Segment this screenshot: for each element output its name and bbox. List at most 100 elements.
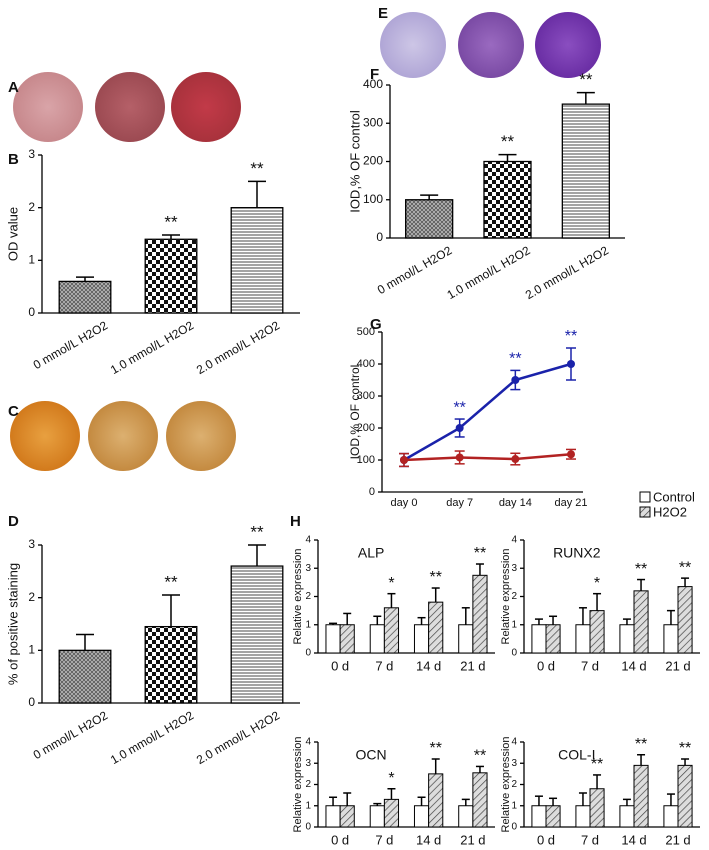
bar	[428, 601, 444, 654]
bar	[405, 199, 454, 239]
bar	[589, 610, 605, 654]
stain-image	[380, 12, 446, 78]
point	[511, 376, 520, 384]
stain-image	[10, 401, 80, 471]
stain-image	[166, 401, 236, 471]
significance: **	[591, 756, 603, 773]
bar	[531, 805, 547, 828]
x-tick-label: 2.0 mmol/L H2O2	[194, 708, 282, 767]
significance: **	[635, 561, 647, 578]
x-tick-label: 1.0 mmol/L H2O2	[108, 318, 196, 377]
x-tick-label: day 0	[391, 497, 418, 509]
x-tick-label: 21 d	[460, 832, 485, 847]
bar	[413, 805, 430, 828]
significance: **	[429, 740, 441, 757]
x-tick-label: 7 d	[581, 832, 599, 847]
significance: **	[453, 399, 465, 416]
panel-label: D	[8, 513, 19, 530]
bar	[144, 238, 198, 314]
y-tick-label: 0	[511, 822, 517, 833]
y-tick-label: 100	[363, 192, 383, 206]
y-tick-label: 400	[357, 358, 375, 370]
y-tick-label: 4	[511, 535, 517, 546]
y-tick-label: 100	[357, 454, 375, 466]
point	[400, 456, 408, 464]
y-tick-label: 2	[305, 779, 311, 790]
legend-swatch	[639, 506, 651, 518]
x-tick-label: 0 d	[331, 658, 349, 673]
panel-label: H	[290, 513, 301, 530]
stain-image	[171, 72, 241, 142]
bar	[677, 764, 693, 828]
legend-label: H2O2	[653, 504, 687, 519]
significance: **	[164, 213, 178, 232]
y-tick-label: 1	[305, 619, 311, 630]
y-tick-label: 0	[28, 695, 35, 709]
x-tick-label: 7 d	[375, 832, 393, 847]
bar	[339, 805, 355, 828]
y-tick-label: 1	[28, 253, 35, 267]
bar	[458, 624, 474, 654]
stain-image	[88, 401, 158, 471]
x-tick-label: 14 d	[416, 658, 441, 673]
significance: *	[388, 575, 394, 592]
panel-label: F	[370, 66, 379, 83]
x-tick-label: 1.0 mmol/L H2O2	[445, 243, 533, 302]
chart-title: OCN	[356, 747, 387, 763]
bar	[369, 805, 385, 828]
x-tick-label: 14 d	[416, 832, 441, 847]
x-tick-label: 21 d	[460, 658, 485, 673]
panel-label: B	[8, 151, 19, 168]
point	[511, 455, 520, 464]
y-tick-label: 500	[357, 326, 375, 338]
x-tick-label: 2.0 mmol/L H2O2	[194, 318, 282, 377]
bar	[339, 624, 355, 654]
significance: *	[594, 575, 600, 592]
y-axis-label: Relative expression	[292, 737, 304, 833]
x-tick-label: 0 d	[537, 658, 555, 673]
point	[567, 360, 575, 368]
y-tick-label: 2	[511, 591, 517, 602]
bar	[58, 280, 112, 314]
x-tick-label: 14 d	[621, 658, 646, 673]
bar	[633, 590, 649, 654]
legend-swatch	[639, 491, 651, 503]
y-tick-label: 0	[369, 486, 375, 498]
significance: **	[509, 351, 521, 368]
bar	[483, 160, 532, 239]
panel-label: C	[8, 403, 19, 420]
significance: **	[679, 740, 691, 757]
y-tick-label: 0	[305, 822, 311, 833]
y-tick-label: 200	[357, 422, 375, 434]
panel-label: A	[8, 79, 19, 96]
stain-image	[458, 12, 524, 78]
y-tick-label: 3	[305, 758, 311, 769]
bar	[472, 772, 488, 828]
bar	[663, 805, 679, 828]
y-tick-label: 4	[305, 535, 311, 546]
bar	[677, 586, 693, 654]
legend-label: Control	[653, 489, 695, 504]
bar	[383, 607, 400, 654]
y-tick-label: 2	[511, 779, 517, 790]
chart-title: ALP	[358, 545, 384, 561]
line	[403, 362, 572, 462]
bar	[633, 764, 649, 828]
y-axis-label: IOD,% OF control	[347, 110, 362, 213]
y-tick-label: 2	[28, 590, 35, 604]
bar	[230, 565, 284, 704]
y-tick-label: 0	[376, 230, 383, 244]
y-tick-label: 200	[363, 154, 383, 168]
bar	[58, 649, 112, 704]
bar	[589, 788, 605, 828]
y-tick-label: 2	[28, 200, 35, 214]
bar	[472, 574, 488, 654]
panel-label: G	[370, 316, 382, 333]
bar	[369, 624, 385, 654]
y-tick-label: 0	[511, 648, 517, 659]
significance: **	[250, 522, 264, 541]
significance: **	[565, 328, 577, 345]
staining-images	[10, 12, 601, 471]
